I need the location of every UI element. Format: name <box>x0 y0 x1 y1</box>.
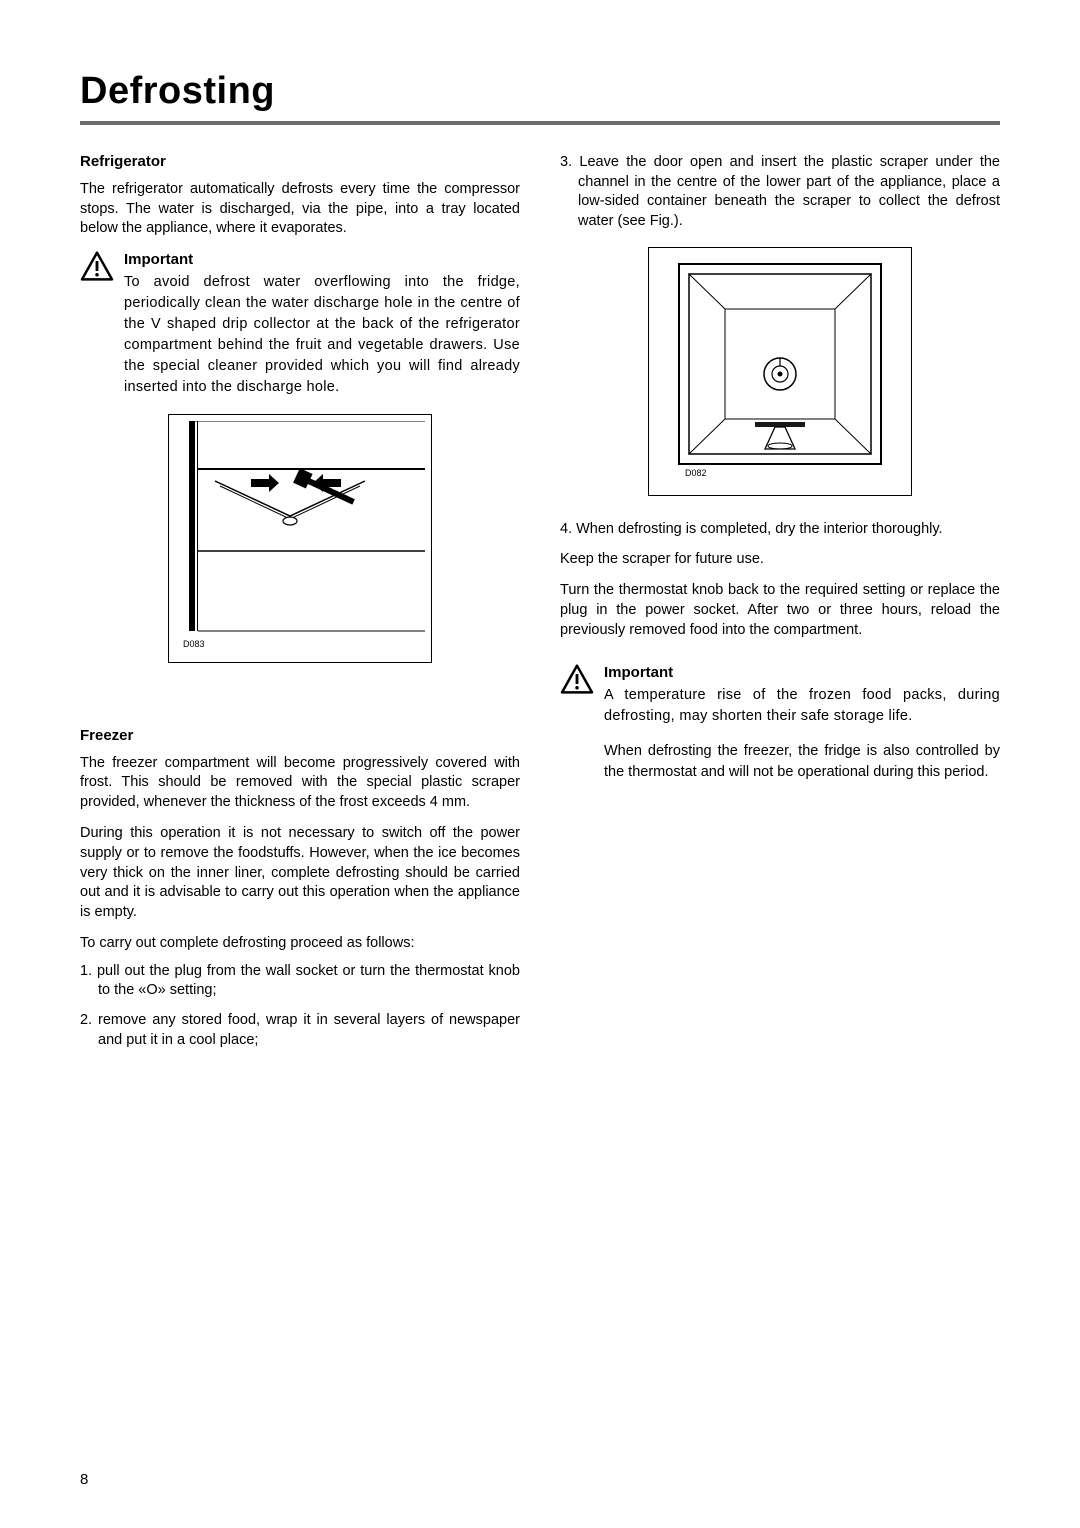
right-p2: Turn the thermostat knob back to the req… <box>560 581 1000 640</box>
title-underline <box>80 121 1000 125</box>
freezer-heading: Freezer <box>80 727 520 744</box>
refrigerator-figure-box: D083 <box>168 414 432 663</box>
freezer-warning-title: Important <box>604 664 1000 681</box>
right-column: 3. Leave the door open and insert the pl… <box>560 153 1000 1060</box>
warning-icon <box>80 251 114 398</box>
freezer-step2: 2. remove any stored food, wrap it in se… <box>80 1011 520 1050</box>
refrigerator-heading: Refrigerator <box>80 153 520 170</box>
freezer-figure-box: D082 <box>648 247 912 496</box>
refrigerator-intro: The refrigerator automatically defrosts … <box>80 180 520 239</box>
freezer-p1: The freezer compartment will become prog… <box>80 754 520 813</box>
freezer-warning: Important A temperature rise of the froz… <box>560 664 1000 727</box>
page-number: 8 <box>80 1471 88 1488</box>
freezer-warning-body: A temperature rise of the frozen food pa… <box>604 685 1000 727</box>
refrigerator-warning-text: Important To avoid defrost water overflo… <box>124 251 520 398</box>
spacer <box>80 687 520 727</box>
refrigerator-warning-body: To avoid defrost water overflowing into … <box>124 272 520 398</box>
freezer-step1: 1. pull out the plug from the wall socke… <box>80 962 520 1001</box>
page: Defrosting Refrigerator The refrigerator… <box>0 0 1080 1528</box>
refrigerator-warning: Important To avoid defrost water overflo… <box>80 251 520 398</box>
freezer-warning-body2: When defrosting the freezer, the fridge … <box>604 741 1000 783</box>
fig-d083-label-svg: D083 <box>183 639 205 649</box>
two-column-layout: Refrigerator The refrigerator automatica… <box>80 153 1000 1060</box>
right-p1: Keep the scraper for future use. <box>560 550 1000 570</box>
freezer-p2: During this operation it is not necessar… <box>80 824 520 922</box>
warning-icon <box>560 664 594 727</box>
left-column: Refrigerator The refrigerator automatica… <box>80 153 520 1060</box>
freezer-step3: 3. Leave the door open and insert the pl… <box>560 153 1000 231</box>
freezer-p3: To carry out complete defrosting proceed… <box>80 934 520 954</box>
fig-d082-label-svg: D082 <box>685 468 707 478</box>
page-title: Defrosting <box>80 70 1000 113</box>
freezer-warning-text: Important A temperature rise of the froz… <box>604 664 1000 727</box>
refrigerator-warning-title: Important <box>124 251 520 268</box>
freezer-figure: D082 <box>560 247 1000 496</box>
refrigerator-figure: D083 <box>80 414 520 663</box>
freezer-step4: 4. When defrosting is completed, dry the… <box>560 520 1000 540</box>
